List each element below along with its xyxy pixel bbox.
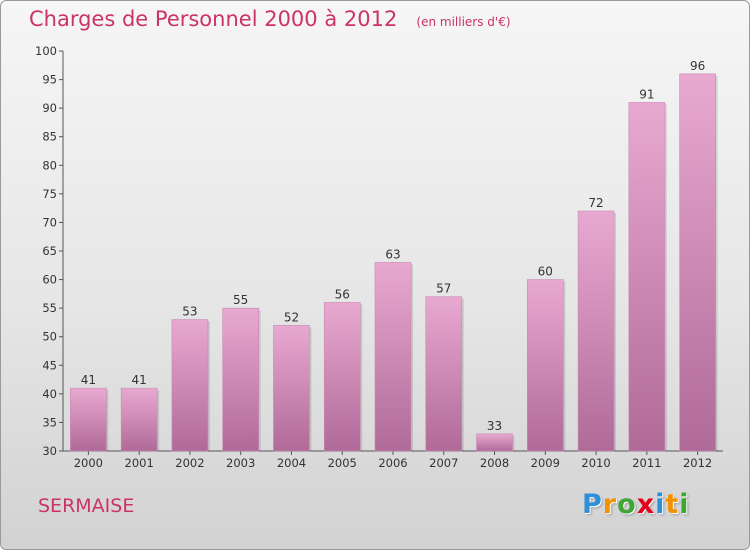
bar-value-label: 41 — [81, 373, 96, 387]
x-tick-label: 2011 — [632, 456, 661, 470]
y-tick-label: 95 — [42, 73, 57, 87]
y-tick-label: 70 — [42, 215, 57, 229]
y-tick-label: 50 — [42, 330, 57, 344]
y-tick-label: 60 — [42, 273, 57, 287]
label-layer: 41 2000 41 2001 53 2002 55 2003 52 2004 56 2005 63 20… — [74, 59, 713, 470]
bar — [70, 387, 107, 452]
bar — [577, 210, 615, 452]
x-tick-label: 2006 — [378, 456, 407, 470]
bar-value-label: 57 — [436, 282, 451, 296]
bar-value-label: 55 — [233, 293, 248, 307]
bar-value-label: 63 — [385, 247, 400, 261]
y-tick-label: 90 — [42, 101, 57, 115]
x-tick-label: 2010 — [581, 456, 610, 470]
y-tick-label: 55 — [42, 301, 57, 315]
y-tick-label: 85 — [42, 130, 57, 144]
bar-value-label: 52 — [284, 310, 299, 324]
y-tick-label: 30 — [42, 444, 57, 458]
logo-letter: r — [602, 489, 618, 520]
x-tick-label: 2007 — [429, 456, 458, 470]
x-tick-label: 2002 — [175, 456, 204, 470]
logo-letter: i — [679, 489, 690, 520]
logo-letter: o — [617, 489, 637, 520]
bar — [374, 262, 412, 452]
x-tick-label: 2000 — [74, 456, 103, 470]
y-tick-label: 35 — [42, 415, 57, 429]
bar-value-label: 60 — [538, 265, 553, 279]
bar-value-label: 96 — [690, 59, 705, 73]
bar — [273, 324, 310, 452]
bar-value-label: 72 — [588, 196, 603, 210]
x-tick-label: 2008 — [480, 456, 509, 470]
bar — [323, 302, 361, 452]
bar-value-label: 91 — [639, 87, 654, 101]
y-tick-label: 80 — [42, 158, 57, 172]
y-tick-label: 75 — [42, 187, 57, 201]
bar-value-label: 41 — [132, 373, 147, 387]
x-tick-label: 2003 — [226, 456, 255, 470]
logo-letter: P — [582, 489, 603, 520]
x-tick-label: 2009 — [531, 456, 560, 470]
chart-title: Charges de Personnel 2000 à 2012 — [29, 7, 398, 31]
bar-layer — [70, 73, 718, 452]
x-tick-label: 2005 — [328, 456, 357, 470]
bar — [476, 433, 513, 452]
bar — [527, 279, 564, 452]
title-row: Charges de Personnel 2000 à 2012 (en mil… — [29, 7, 511, 31]
bar-value-label: 33 — [487, 419, 502, 433]
y-tick-label: 65 — [42, 244, 57, 258]
bar — [222, 307, 259, 452]
bar — [120, 387, 158, 452]
y-tick-label: 40 — [42, 387, 57, 401]
chart-subtitle: (en milliers d'€) — [416, 15, 511, 29]
x-tick-label: 2012 — [683, 456, 712, 470]
bar — [628, 102, 666, 452]
axis-layer: 30 35 40 45 50 55 60 65 70 75 80 85 90 95 100 — [35, 44, 723, 458]
logo-letter: x — [636, 489, 656, 520]
bar — [425, 296, 463, 452]
bar-value-label: 56 — [335, 287, 350, 301]
y-tick-label: 45 — [42, 358, 57, 372]
x-tick-label: 2004 — [277, 456, 306, 470]
logo-letter: t — [665, 489, 680, 520]
logo-letter: i — [655, 489, 666, 520]
place-name: SERMAISE — [38, 495, 135, 517]
proxiti-logo[interactable]: Proxiti — [582, 489, 690, 520]
y-tick-label: 100 — [35, 44, 57, 58]
bar-value-label: 53 — [182, 305, 197, 319]
bar — [171, 319, 209, 452]
bar — [679, 73, 716, 452]
x-tick-label: 2001 — [125, 456, 154, 470]
